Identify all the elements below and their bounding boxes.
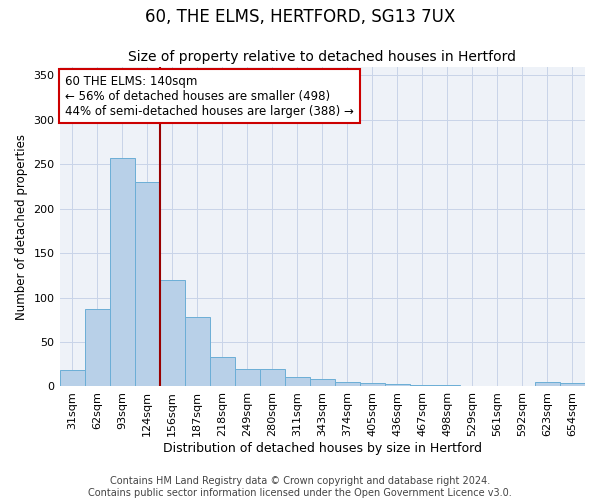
Bar — [435, 384, 460, 386]
Bar — [260, 368, 285, 386]
Bar — [235, 368, 260, 386]
Text: 60, THE ELMS, HERTFORD, SG13 7UX: 60, THE ELMS, HERTFORD, SG13 7UX — [145, 8, 455, 26]
Bar — [410, 384, 435, 386]
Bar — [285, 376, 310, 386]
Title: Size of property relative to detached houses in Hertford: Size of property relative to detached ho… — [128, 50, 516, 64]
Bar — [310, 380, 335, 386]
Bar — [335, 382, 360, 386]
Bar — [560, 383, 585, 386]
Bar — [85, 309, 110, 386]
Text: 60 THE ELMS: 140sqm
← 56% of detached houses are smaller (498)
44% of semi-detac: 60 THE ELMS: 140sqm ← 56% of detached ho… — [65, 74, 353, 118]
Bar — [385, 384, 410, 386]
Bar — [160, 280, 185, 386]
Bar — [360, 383, 385, 386]
Y-axis label: Number of detached properties: Number of detached properties — [15, 134, 28, 320]
Bar — [134, 182, 160, 386]
Bar — [209, 357, 235, 386]
Bar — [185, 317, 209, 386]
Bar — [59, 370, 85, 386]
Text: Contains HM Land Registry data © Crown copyright and database right 2024.
Contai: Contains HM Land Registry data © Crown c… — [88, 476, 512, 498]
Bar — [535, 382, 560, 386]
Bar — [110, 158, 134, 386]
X-axis label: Distribution of detached houses by size in Hertford: Distribution of detached houses by size … — [163, 442, 482, 455]
